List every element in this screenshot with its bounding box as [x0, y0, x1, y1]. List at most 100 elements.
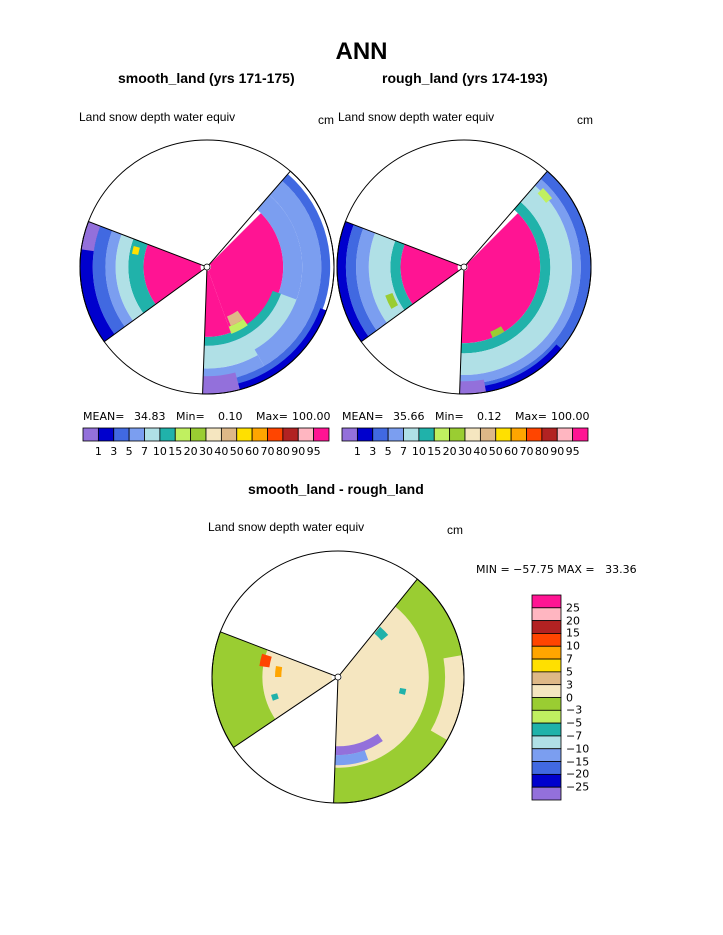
panel-1-pole-marker: [203, 263, 211, 271]
panel-1-data-region: [105, 230, 134, 327]
panel-3-data-region: [374, 626, 389, 641]
diff-colorbar-box: [531, 773, 562, 788]
diff-colorbar-box: [531, 594, 562, 609]
colorbar-box: [236, 427, 253, 442]
colorbar-label: 40: [473, 445, 488, 458]
diff-colorbar-label: 7: [566, 652, 573, 666]
panel-2-data-region: [400, 244, 459, 305]
panel-1-data-region: [226, 310, 244, 326]
panel-3-data-region: [275, 666, 283, 677]
panel-2-pole-marker: [460, 263, 468, 271]
colorbar-box: [113, 427, 130, 442]
panel-1-data-region: [92, 226, 125, 335]
panel-2-data-region: [356, 228, 387, 331]
diff-colorbar-label: 0: [566, 691, 573, 704]
panel-3-units: cm: [447, 523, 463, 537]
colorbar-label: 90: [291, 445, 306, 458]
panel-3-data-region: [334, 750, 369, 766]
panel-2-min: 0.12: [477, 410, 502, 423]
diff-colorbar-label: −10: [566, 742, 590, 756]
panel-3-data-region: [212, 631, 276, 748]
colorbar-box: [464, 427, 481, 442]
panel-1-data-region: [202, 174, 331, 391]
panel-1-units: cm: [318, 113, 334, 127]
colorbar-box: [372, 427, 389, 442]
colorbar-box: [526, 427, 543, 442]
diff-colorbar-label: 3: [566, 678, 573, 692]
diff-colorbar-label: −3: [566, 703, 583, 717]
panel-3-subtitle: smooth_land - rough_land: [248, 481, 424, 497]
diff-colorbar-label: −20: [566, 767, 590, 781]
panel-2-data-region: [459, 379, 487, 394]
diff-colorbar-label: 20: [566, 614, 580, 628]
panel-2-data-region: [390, 240, 413, 311]
colorbar-box: [190, 427, 207, 442]
panel-2-data-region: [345, 224, 377, 337]
colorbar-label: 1: [353, 445, 361, 458]
diff-colorbar-label: 25: [566, 601, 580, 615]
colorbar-label: 20: [442, 445, 457, 458]
colorbar-box: [541, 427, 558, 442]
colorbar-box: [174, 427, 192, 442]
panel-3-minmax: MIN = −57.75 MAX = 33.36: [476, 563, 637, 576]
panel-2-data-region: [459, 171, 591, 394]
panel-2-data-region: [537, 187, 553, 203]
colorbar-label: 60: [245, 445, 260, 458]
colorbar-label: 10: [411, 445, 426, 458]
panel-1-variable: Land snow depth water equiv: [79, 110, 236, 124]
colorbar-box: [297, 427, 315, 442]
colorbar-label: 50: [488, 445, 503, 458]
panel-1-data-region: [203, 354, 265, 382]
colorbar-label: 5: [384, 445, 392, 458]
panel-3-data-region: [259, 653, 272, 668]
panel-2-max-label: Max=: [515, 410, 547, 423]
panel-2-data-region: [460, 201, 551, 354]
panel-2-variable: Land snow depth water equiv: [338, 110, 495, 124]
diff-colorbar-label: 15: [566, 626, 580, 640]
colorbar-box: [282, 427, 299, 442]
panel-2-max: 100.00: [551, 410, 590, 423]
diff-colorbar-box: [531, 697, 562, 711]
diff-colorbar-box: [531, 607, 562, 622]
diff-colorbar-label: 10: [566, 639, 580, 653]
panel-1-max-label: Max=: [256, 410, 288, 423]
colorbar-label: 80: [275, 445, 290, 458]
panel-2-data-region: [459, 178, 581, 384]
panel-3-data-region: [398, 687, 407, 695]
diff-colorbar-label: −5: [566, 716, 583, 730]
panel-1-min: 0.10: [218, 410, 243, 423]
colorbar-label: 7: [141, 445, 148, 458]
figure-title: ANN: [335, 38, 388, 65]
colorbar-box: [251, 427, 268, 442]
colorbar-label: 3: [369, 445, 377, 458]
panel-2-mean: 35.66: [393, 410, 425, 423]
panel-3-pole-marker: [334, 673, 342, 681]
diff-colorbar-box: [531, 748, 562, 762]
diff-colorbar-box: [531, 709, 562, 724]
colorbar-label: 15: [168, 445, 183, 458]
panel-2-min-label: Min=: [435, 410, 464, 423]
colorbar-label: 80: [534, 445, 549, 458]
panel-1-map-boundary: [79, 139, 335, 395]
colorbar-box: [82, 427, 99, 442]
panel-1-data-region: [128, 238, 156, 314]
panel-1-data-region: [254, 180, 322, 366]
colorbar-label: 95: [306, 445, 321, 458]
panel-2-data-region: [385, 293, 399, 309]
panel-2-data-region: [461, 213, 541, 344]
colorbar-label: 40: [214, 445, 229, 458]
colorbar-label: 30: [199, 445, 213, 458]
colorbar-box: [479, 427, 497, 442]
panel-2-subtitle: rough_land (yrs 174-193): [382, 70, 548, 86]
colorbar-box: [144, 427, 161, 442]
panel-1-data-region: [131, 245, 140, 255]
colorbar-box: [356, 427, 374, 442]
panel-3-data-region: [271, 693, 279, 701]
panel-3-variable: Land snow depth water equiv: [208, 520, 365, 534]
panel-2-map-boundary: [336, 139, 592, 395]
diff-colorbar-box: [531, 684, 562, 698]
panel-2-data-region: [490, 326, 505, 338]
panel-1-max: 100.00: [292, 410, 331, 423]
